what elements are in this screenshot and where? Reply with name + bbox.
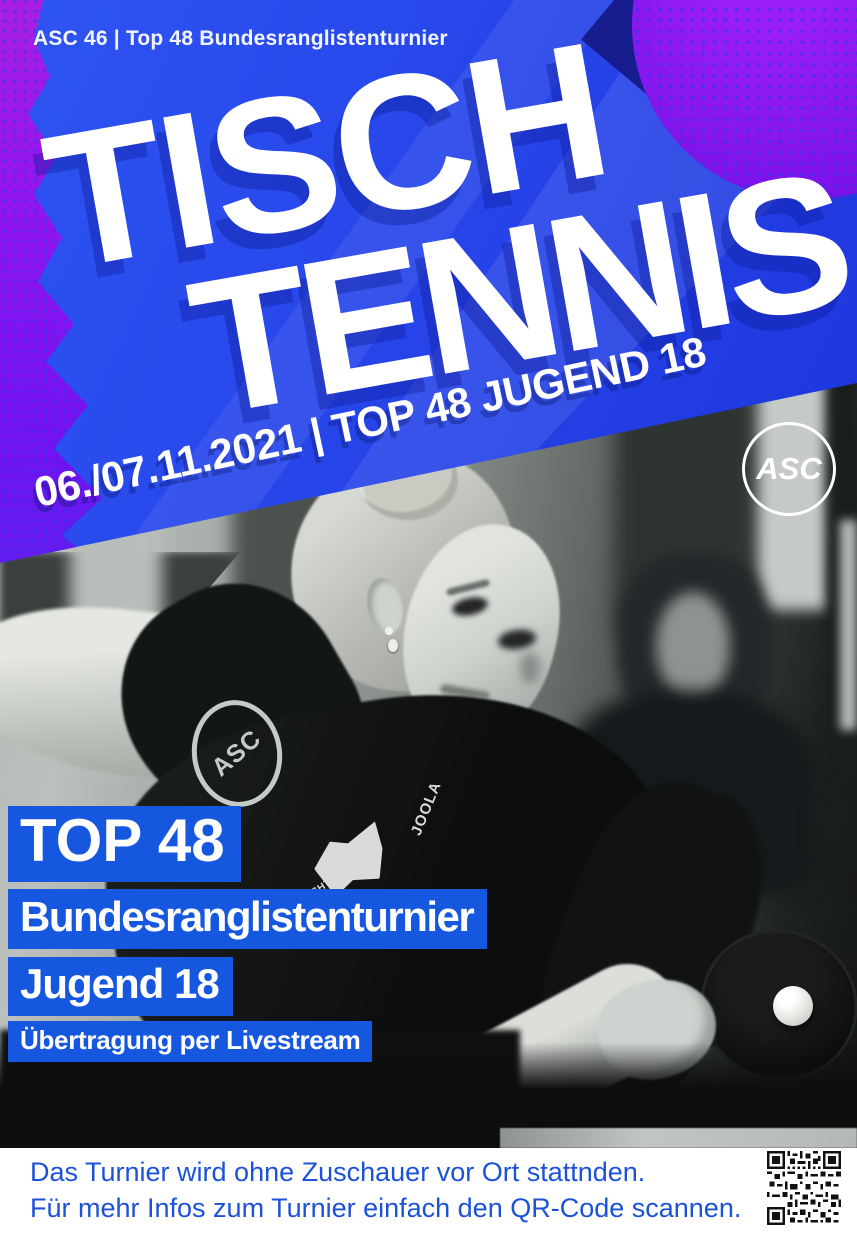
player-nose-shadow [520,652,540,684]
poster-footer: Das Turnier wird ohne Zuschauer vor Ort … [0,1148,857,1240]
top-label: ASC 46 | Top 48 Bundesranglistenturnier [33,27,448,50]
table-edge-highlight [500,1128,857,1148]
background-person-face [656,592,730,700]
qr-code-icon [767,1151,841,1225]
player-earring [385,627,393,635]
footer-line-1: Das Turnier wird ohne Zuschauer vor Ort … [30,1157,646,1187]
shirt-asc-logo-text: ASC [206,724,267,782]
label-age-group: Jugend 18 [8,957,233,1016]
table-tennis-ball [773,986,813,1026]
player-earring-pearl [388,639,398,652]
label-livestream: Übertragung per Livestream [8,1021,373,1062]
photo-background-edge [840,520,857,730]
asc-circle-logo: ASC [742,422,836,516]
asc-circle-logo-text: ASC [756,451,822,486]
footer-line-2: Für mehr Infos zum Turnier einfach den Q… [30,1193,742,1223]
label-top48: TOP 48 [8,806,241,882]
label-tournament: Bundesranglistenturnier [8,889,488,949]
